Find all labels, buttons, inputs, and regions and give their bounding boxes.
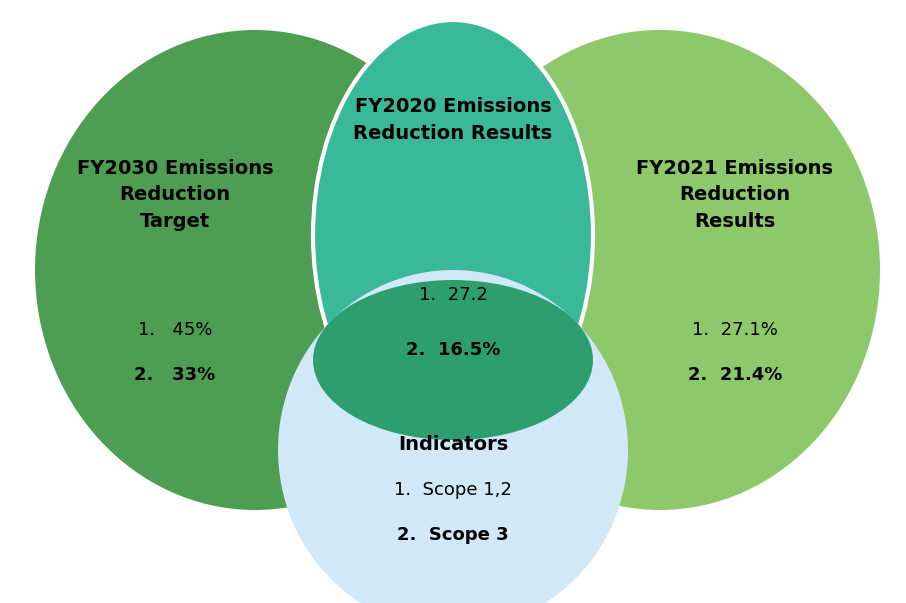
Text: 2.  21.4%: 2. 21.4%	[688, 366, 782, 384]
Text: 1.  27.2: 1. 27.2	[419, 286, 487, 304]
Text: 1.  27.1%: 1. 27.1%	[692, 321, 778, 339]
Ellipse shape	[440, 30, 880, 510]
Text: 1.  Scope 1,2: 1. Scope 1,2	[394, 481, 512, 499]
Text: FY2021 Emissions
Reduction
Results: FY2021 Emissions Reduction Results	[637, 159, 834, 231]
Text: 2.   33%: 2. 33%	[134, 366, 216, 384]
Text: 2.  16.5%: 2. 16.5%	[406, 341, 500, 359]
Text: FY2030 Emissions
Reduction
Target: FY2030 Emissions Reduction Target	[77, 159, 274, 231]
Text: Indicators: Indicators	[398, 435, 508, 455]
Ellipse shape	[313, 280, 593, 440]
Text: FY2020 Emissions
Reduction Results: FY2020 Emissions Reduction Results	[353, 97, 553, 143]
Ellipse shape	[278, 270, 628, 603]
Text: 2.  Scope 3: 2. Scope 3	[397, 526, 509, 544]
Text: 1.   45%: 1. 45%	[138, 321, 212, 339]
Ellipse shape	[35, 30, 475, 510]
Ellipse shape	[313, 20, 593, 450]
